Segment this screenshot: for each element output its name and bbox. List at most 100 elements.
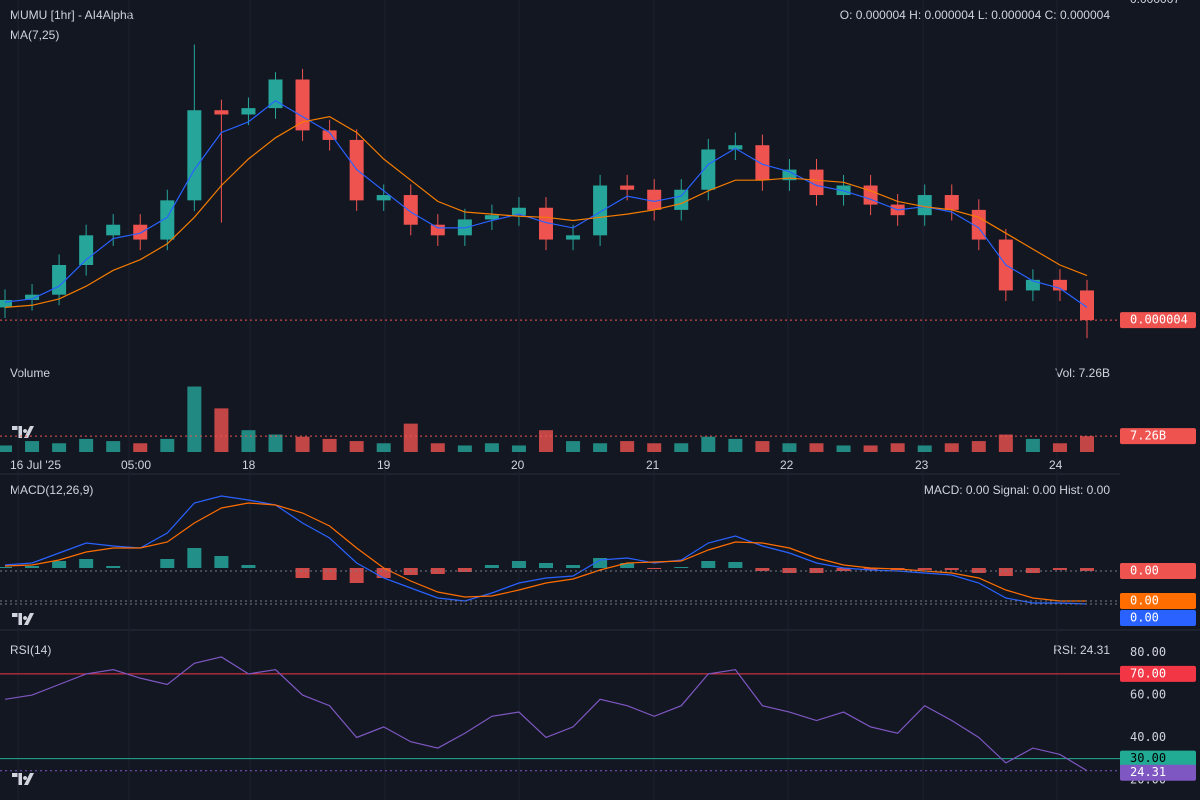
axis-tag-label: 0.00 (1130, 594, 1159, 608)
volume-bar (484, 443, 499, 452)
pane-title: MACD(12,26,9) (10, 483, 93, 497)
pane-title: RSI(14) (10, 643, 51, 657)
candle-body (322, 130, 337, 140)
x-tick-label: 23 (915, 458, 929, 472)
indicator-label: MA(7,25) (10, 28, 59, 42)
axis-tag-label: 0.00 (1130, 564, 1159, 578)
volume-bar (593, 443, 608, 452)
volume-bar (647, 443, 662, 452)
x-tick-label: 19 (377, 458, 391, 472)
volume-bar (1025, 438, 1040, 452)
histogram-bar (511, 561, 526, 568)
candle-body (647, 189, 662, 210)
axis-tag-label: 70.00 (1130, 666, 1166, 680)
pane-readout: Vol: 7.26B (1055, 366, 1110, 380)
pane-readout: RSI: 24.31 (1053, 643, 1110, 657)
x-tick-label: 24 (1049, 458, 1063, 472)
volume-bar (133, 443, 148, 452)
candle-body (1025, 279, 1040, 291)
candle-body (295, 79, 310, 131)
volume-bar (25, 441, 40, 452)
histogram-bar (620, 563, 635, 568)
candle-body (511, 207, 526, 216)
axis-tag-label: 0.00 (1130, 611, 1159, 625)
y-tick-label: 80.00 (1130, 645, 1166, 659)
axis-tag (1120, 665, 1196, 682)
volume-bar (0, 445, 12, 452)
histogram-bar (1025, 568, 1040, 573)
candle-body (566, 235, 581, 240)
candle-body (25, 294, 40, 300)
axis-tag-label: 7.26B (1130, 429, 1166, 443)
histogram-bar (0, 567, 12, 568)
pane-title: Volume (10, 366, 50, 380)
volume-bar (728, 438, 743, 452)
axis-tag-label: 30.00 (1130, 751, 1166, 765)
histogram-bar (728, 562, 743, 568)
macd-line (4, 495, 1088, 605)
histogram-bar (566, 565, 581, 568)
volume-bar (620, 441, 635, 452)
histogram-bar (322, 568, 337, 580)
volume-bar (971, 441, 986, 452)
ohlc-readout: O: 0.000004 H: 0.000004 L: 0.000004 C: 0… (840, 8, 1111, 22)
volume-bar (998, 434, 1013, 452)
histogram-bar (593, 558, 608, 568)
histogram-bar (430, 568, 445, 574)
volume-bar (214, 408, 229, 452)
volume-bar (79, 438, 94, 452)
histogram-bar (863, 568, 878, 570)
moving-average (4, 115, 1088, 309)
volume-bar (241, 430, 256, 452)
histogram-bar (457, 568, 472, 572)
candle-body (403, 195, 418, 225)
candle-body (782, 169, 797, 181)
candle-body (0, 299, 12, 308)
histogram-bar (647, 568, 662, 569)
candle-body (376, 195, 391, 201)
chart-title: MUMU [1hr] - AI4Alpha (10, 8, 134, 22)
candle-body (214, 110, 229, 115)
axis-tag (1120, 610, 1196, 626)
histogram-bar (241, 565, 256, 568)
y-tick-label: 40.00 (1130, 730, 1166, 744)
histogram-bar (998, 568, 1013, 576)
x-tick-label: 20 (511, 458, 525, 472)
y-tick-label: 60.00 (1130, 688, 1166, 702)
histogram-bar (214, 556, 229, 568)
candle-body (701, 149, 716, 190)
axis-tag (1120, 312, 1196, 329)
axis-tag (1120, 750, 1196, 767)
pane-readout: MACD: 0.00 Signal: 0.00 Hist: 0.00 (924, 483, 1110, 497)
candle-body (944, 195, 959, 210)
histogram-bar (106, 566, 121, 568)
volume-bar (1052, 443, 1067, 452)
axis-tag (1120, 563, 1196, 579)
histogram-bar (349, 568, 364, 583)
volume-bar (890, 443, 905, 452)
histogram-bar (782, 568, 797, 573)
candle-body (106, 224, 121, 236)
volume-bar (917, 445, 932, 452)
histogram-bar (836, 568, 851, 571)
candle-body (917, 195, 932, 216)
candle-body (755, 145, 770, 181)
histogram-bar (52, 561, 67, 568)
x-tick-label: 18 (242, 458, 256, 472)
candle-body (809, 169, 824, 196)
candle-body (539, 207, 553, 240)
volume-bar (322, 438, 337, 452)
histogram-bar (1052, 568, 1067, 570)
histogram-bar (539, 563, 553, 568)
rsi-line (4, 656, 1088, 772)
volume-bar (944, 443, 959, 452)
x-tick-label: 16 Jul '25 (10, 458, 61, 472)
volume-bar (430, 443, 445, 452)
histogram-bar (187, 548, 202, 568)
candle-body (728, 145, 743, 150)
histogram-bar (376, 568, 391, 578)
volume-bar (782, 443, 797, 452)
volume-bar (809, 443, 824, 452)
axis-tag-label: 24.31 (1130, 765, 1166, 779)
candle-body (187, 110, 202, 201)
